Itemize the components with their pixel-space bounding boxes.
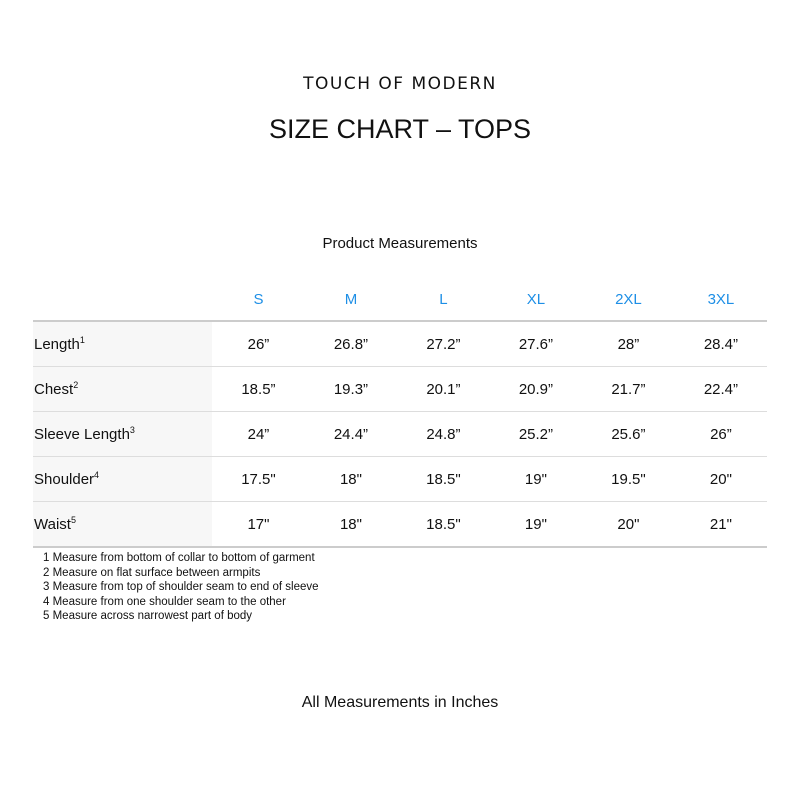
- brand-logo: TOUCH OF MODERN: [303, 74, 497, 94]
- table-row: Waist5 17" 18" 18.5" 19" 20" 21": [33, 501, 767, 548]
- row-label-text: Sleeve Length: [34, 426, 130, 443]
- table-row: Length1 26” 26.8” 27.2” 27.6” 28” 28.4”: [33, 321, 767, 367]
- measurement-cell: 21.7”: [581, 366, 675, 412]
- size-header: XL: [489, 278, 582, 322]
- measurement-cell: 18.5": [396, 456, 490, 502]
- measurement-cell: 28.4”: [674, 321, 767, 367]
- measurement-cell: 20.1”: [396, 366, 490, 412]
- footnote: 1 Measure from bottom of collar to botto…: [43, 552, 315, 564]
- row-label: Shoulder4: [33, 456, 212, 502]
- footnote: 4 Measure from one shoulder seam to the …: [43, 595, 286, 608]
- size-header: 3XL: [674, 278, 767, 322]
- size-header: M: [304, 278, 397, 322]
- size-header: L: [396, 278, 490, 322]
- row-label: Waist5: [33, 501, 212, 548]
- measurement-cell: 26”: [212, 321, 305, 367]
- measurement-cell: 22.4”: [674, 366, 767, 412]
- measurement-cell: 28”: [581, 321, 675, 367]
- footnotes: 1 Measure from bottom of collar to botto…: [43, 551, 319, 624]
- footnote-marker: 3: [129, 425, 135, 435]
- footnote-marker: 4: [94, 470, 100, 480]
- table-subtitle: Product Measurements: [322, 235, 478, 252]
- units-note: All Measurements in Inches: [301, 694, 499, 711]
- row-label: Chest2: [33, 366, 212, 412]
- measurement-cell: 21": [674, 501, 767, 548]
- row-label: Sleeve Length3: [33, 411, 212, 457]
- header-empty: [33, 278, 212, 322]
- row-label-text: Chest: [34, 381, 74, 398]
- measurement-cell: 19": [489, 456, 582, 502]
- row-label-text: Length: [34, 336, 80, 353]
- measurement-cell: 27.2”: [396, 321, 490, 367]
- footnote: 3 Measure from top of shoulder seam to e…: [43, 581, 319, 593]
- measurement-cell: 26.8”: [304, 321, 397, 367]
- footnote: 5 Measure across narrowest part of body: [43, 610, 253, 622]
- table-row: Shoulder4 17.5" 18" 18.5" 19" 19.5" 20": [33, 456, 767, 502]
- header-row: S M L XL 2XL 3XL: [33, 278, 767, 322]
- table-row: Chest2 18.5” 19.3” 20.1” 20.9” 21.7” 22.4”: [33, 366, 767, 412]
- footnote-marker: 1: [79, 335, 85, 345]
- measurement-cell: 18.5”: [212, 366, 305, 412]
- footnote: 2 Measure on flat surface between armpit…: [43, 566, 261, 579]
- measurement-cell: 19.3”: [304, 366, 397, 412]
- measurement-cell: 18.5": [396, 501, 490, 548]
- measurement-cell: 27.6”: [489, 321, 582, 367]
- measurement-cell: 25.6”: [581, 411, 675, 457]
- table-row: Sleeve Length3 24” 24.4” 24.8” 25.2” 25.6” 26”: [33, 411, 767, 457]
- measurement-cell: 17.5": [212, 456, 305, 502]
- measurement-cell: 18": [304, 456, 397, 502]
- measurement-cell: 19.5": [581, 456, 675, 502]
- row-label-text: Shoulder: [34, 471, 95, 488]
- measurement-cell: 24”: [212, 411, 305, 457]
- size-header: 2XL: [581, 278, 675, 322]
- measurement-cell: 20": [674, 456, 767, 502]
- measurement-cell: 20.9”: [489, 366, 582, 412]
- row-label-text: Waist: [34, 516, 71, 533]
- measurement-cell: 17": [212, 501, 305, 548]
- measurement-cell: 20": [581, 501, 675, 548]
- measurement-cell: 19": [489, 501, 582, 548]
- size-header: S: [212, 278, 305, 322]
- measurement-cell: 24.4”: [304, 411, 397, 457]
- page-title: SIZE CHART – TOPS: [268, 114, 532, 144]
- footnote-marker: 2: [73, 380, 79, 390]
- size-chart-table: S M L XL 2XL 3XL Length1 26” 26.8” 27.2” 27.…: [33, 278, 767, 548]
- measurement-cell: 18": [304, 501, 397, 548]
- row-label: Length1: [33, 321, 212, 367]
- measurement-cell: 26”: [674, 411, 767, 457]
- measurement-cell: 25.2”: [489, 411, 582, 457]
- footnote-marker: 5: [70, 515, 76, 525]
- measurement-cell: 24.8”: [396, 411, 490, 457]
